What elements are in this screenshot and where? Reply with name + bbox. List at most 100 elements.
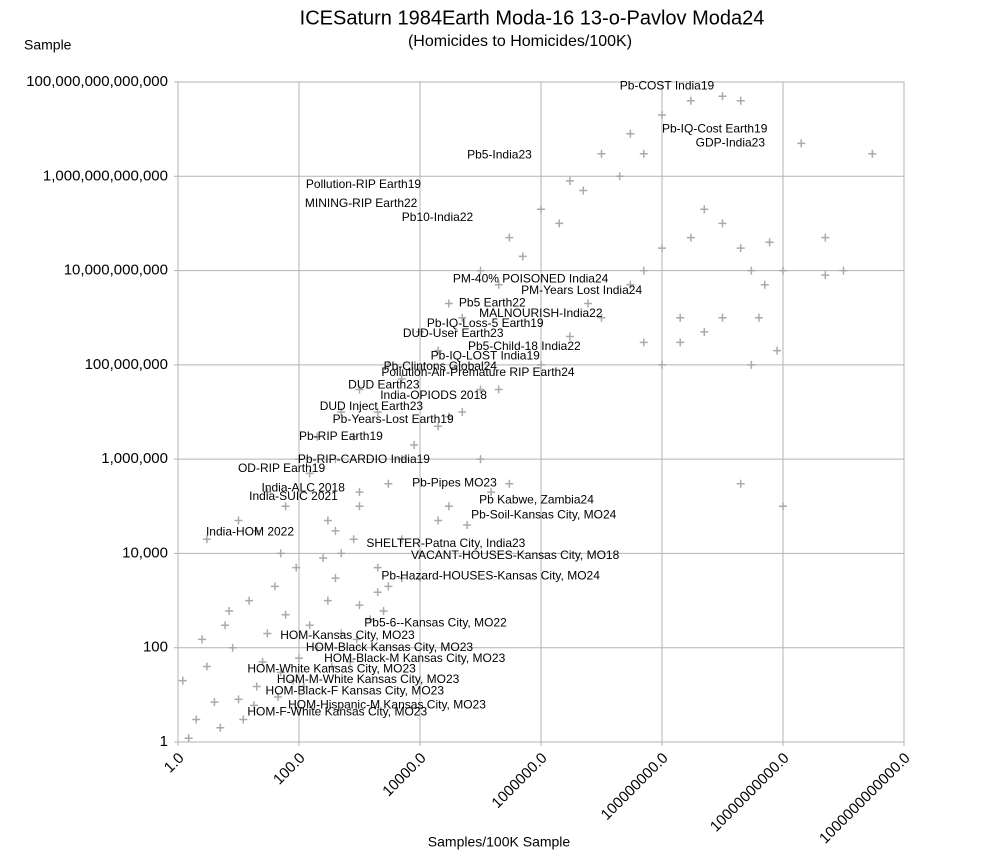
scatter-point xyxy=(639,266,648,275)
scatter-point xyxy=(234,695,243,704)
annotation: DUD Inject Earth23 xyxy=(320,399,424,413)
scatter-point xyxy=(476,385,485,394)
annotation: HOM-Black-M Kansas City, MO23 xyxy=(324,651,505,665)
y-tick-label: 10,000,000,000 xyxy=(64,262,168,279)
y-tick-label: 1 xyxy=(160,733,168,750)
x-tick-label: 1.0 xyxy=(161,750,188,777)
scatter-point xyxy=(305,469,314,478)
scatter-point xyxy=(658,360,666,369)
scatter-point xyxy=(276,549,285,558)
annotation: Pb-IQ-LOST India19 xyxy=(431,349,540,363)
scatter-point xyxy=(245,596,254,605)
annotation: Pb5-6--Kansas City, MO22 xyxy=(364,615,507,629)
scatter-point xyxy=(384,582,393,591)
scatter-point xyxy=(476,455,485,464)
scatter-point xyxy=(839,266,848,275)
scatter-point xyxy=(263,488,272,497)
scatter-point xyxy=(323,596,332,605)
scatter-point xyxy=(258,657,267,666)
scatter-point xyxy=(736,244,745,253)
scatter-point xyxy=(331,455,340,464)
scatter-point xyxy=(299,682,308,691)
chart-title: ICESaturn 1984Earth Moda-16 13-o-Pavlov … xyxy=(300,7,765,29)
annotation: Pb-IQ-Loss-5 Earth19 xyxy=(427,316,544,330)
x-tick-label: 100.0 xyxy=(270,750,309,789)
scatter-point xyxy=(331,574,340,583)
scatter-point xyxy=(384,479,393,488)
scatter-point xyxy=(416,549,424,558)
scatter-point xyxy=(397,574,406,583)
scatter-point xyxy=(346,657,355,666)
scatter-point xyxy=(537,360,545,369)
y-tick-label: 100 xyxy=(143,639,168,656)
scatter-point xyxy=(252,526,261,535)
annotation: Pb5-India23 xyxy=(467,147,532,161)
scatter-point xyxy=(505,479,514,488)
scatter-point xyxy=(615,172,624,181)
scatter-point xyxy=(337,629,346,638)
scatter-point xyxy=(373,408,382,416)
scatter-point xyxy=(476,266,485,275)
annotation: Pb-COST India19 xyxy=(620,79,715,93)
scatter-point xyxy=(565,176,574,185)
scatter-point xyxy=(555,219,564,228)
scatter-point xyxy=(202,535,211,544)
annotation: Pb-Hazard-HOUSES-Kansas City, MO24 xyxy=(381,568,600,582)
x-tick-label: 10000.0 xyxy=(379,750,429,800)
chart-subtitle: (Homicides to Homicides/100K) xyxy=(408,33,632,50)
scatter-point xyxy=(760,280,769,289)
scatter-point xyxy=(821,271,830,280)
scatter-point xyxy=(686,96,695,105)
annotation: PM-Years Lost India24 xyxy=(521,283,642,297)
x-tick-label: 1000000000000.0 xyxy=(816,750,914,848)
scatter-point xyxy=(487,488,496,497)
scatter-point xyxy=(289,676,298,685)
scatter-point xyxy=(355,601,364,610)
annotation: Pb-Soil-Kansas City, MO24 xyxy=(471,507,616,521)
scatter-point xyxy=(718,92,727,101)
scatter-point xyxy=(537,205,545,214)
scatter-point xyxy=(597,149,606,158)
scatter-point xyxy=(327,662,336,671)
scatter-point xyxy=(323,516,332,525)
scatter-point xyxy=(274,693,283,702)
scatter-point xyxy=(373,588,382,597)
scatter-point xyxy=(355,502,364,511)
scatter-point xyxy=(202,662,211,671)
scatter-point xyxy=(626,129,635,138)
scatter-point xyxy=(700,205,709,214)
scatter-point xyxy=(773,346,782,355)
annotation: PM-40% POISONED India24 xyxy=(453,271,609,285)
markers xyxy=(178,92,877,743)
scatter-point xyxy=(579,186,588,195)
annotation: OD-RIP Earth19 xyxy=(238,461,325,475)
annotation: Pb-IQ-Cost Earth19 xyxy=(662,121,768,135)
scatter-point xyxy=(281,502,290,511)
annotation: HOM-Black Kansas City, MO23 xyxy=(306,640,473,654)
scatter-point xyxy=(263,629,272,638)
scatter-point xyxy=(658,110,666,119)
x-tick-label: 100000000.0 xyxy=(598,750,672,824)
annotation: MALNOURISH-India22 xyxy=(479,306,603,320)
scatter-point xyxy=(239,715,248,724)
y-tick-label: 100,000,000,000,000 xyxy=(26,73,168,90)
annotation: Pb10-India22 xyxy=(402,210,474,224)
y-axis-label: Sample xyxy=(24,37,72,53)
grid xyxy=(177,81,905,743)
scatter-point xyxy=(355,488,364,497)
y-tick-label: 100,000,000 xyxy=(85,356,168,373)
annotation: Pb-RIP Earth19 xyxy=(299,429,383,443)
x-tick-label: 10000000000.0 xyxy=(707,750,793,836)
annotation: Pollution-RIP Earth19 xyxy=(306,177,422,191)
scatter-point xyxy=(700,327,709,336)
scatter-point xyxy=(821,233,830,242)
annotation: India-ALC 2018 xyxy=(262,481,346,495)
scatter-point xyxy=(337,549,346,558)
scatter-point xyxy=(366,615,375,624)
scatter-point xyxy=(319,553,328,562)
scatter-point xyxy=(416,574,424,583)
scatter-point xyxy=(444,299,453,308)
annotations: Pb-COST India19 Pb-IQ-Cost Earth19GDP-Ind… xyxy=(206,79,768,719)
annotation: Pb-Years-Lost Earth19 xyxy=(333,412,454,426)
